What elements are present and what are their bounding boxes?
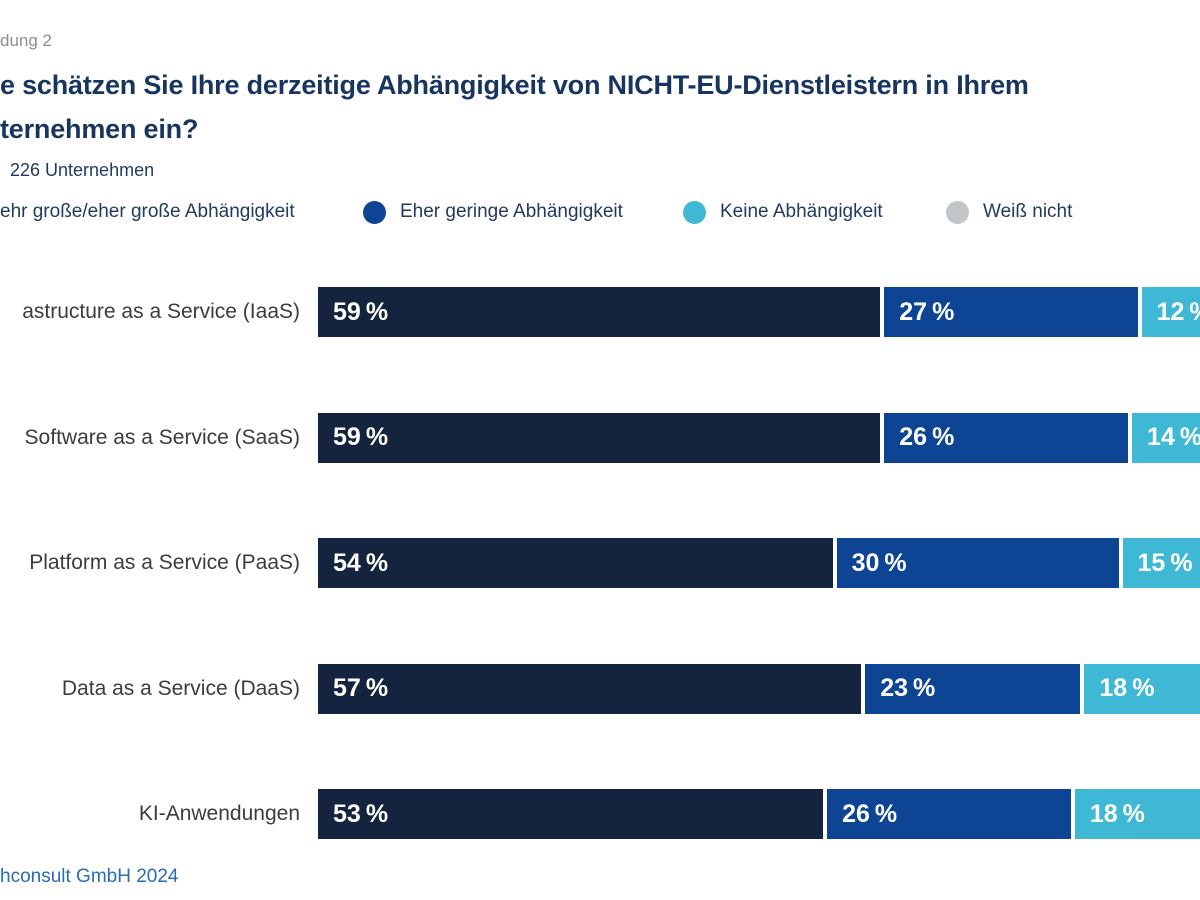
bar-segment: 23 % — [865, 663, 1081, 714]
bar-value-label: 18 % — [1089, 799, 1145, 828]
bar-value-label: 57 % — [333, 674, 389, 702]
chart-row: Data as a Service (DaaS) 57 % 23 % 18 % — [0, 663, 1200, 714]
bar-value-label: 23 % — [880, 674, 936, 702]
bar-segment: 27 % — [884, 287, 1138, 337]
source-credit: hconsult GmbH 2024 — [0, 866, 179, 887]
chart-title-line-1: e schätzen Sie Ihre derzeitige Abhängigk… — [0, 70, 1029, 100]
chart-row: astructure as a Service (IaaS) 59 % 27 % 12… — [0, 287, 1200, 337]
bar-segment: 12 % — [1141, 287, 1200, 337]
bar-segment: 57 % — [318, 663, 862, 714]
figure-label: dung 2 — [0, 31, 52, 50]
bar-segment: 26 % — [827, 789, 1071, 839]
row-label: Software as a Service (SaaS) — [24, 425, 300, 449]
chart-title-line-2: ternehmen ein? — [0, 114, 199, 144]
chart-row: Platform as a Service (PaaS) 54 % 30 % 15 % — [0, 538, 1200, 588]
legend-item: Eher geringe Abhängigkeit — [363, 198, 623, 226]
legend-label: ehr große/eher große Abhängigkeit — [0, 201, 295, 222]
legend-item: ehr große/eher große Abhängigkeit — [0, 198, 295, 226]
bar-segment: 30 % — [836, 538, 1119, 588]
row-label: astructure as a Service (IaaS) — [22, 300, 300, 323]
legend-item: Keine Abhängigkeit — [683, 198, 883, 226]
legend-dot-icon — [946, 200, 969, 224]
legend-label: Weiß nicht — [983, 201, 1073, 222]
legend-label: Eher geringe Abhängigkeit — [400, 201, 623, 222]
chart-row: KI-Anwendungen 53 % 26 % 18 % — [0, 789, 1200, 839]
row-label: Platform as a Service (PaaS) — [29, 551, 300, 574]
legend-label: Keine Abhängigkeit — [720, 201, 883, 222]
bar-segment: 26 % — [884, 412, 1129, 463]
legend-dot-icon — [683, 200, 706, 224]
bar-segment: 18 % — [1084, 663, 1200, 714]
bar-segment: 14 % — [1132, 412, 1200, 463]
bar-segment: 18 % — [1074, 789, 1200, 839]
bar-value-label: 27 % — [899, 297, 955, 326]
bar-value-label: 26 % — [899, 423, 955, 451]
legend-item: Weiß nicht — [946, 198, 1072, 226]
bar-value-label: 54 % — [333, 548, 389, 577]
bar-segment: 59 % — [318, 412, 881, 463]
bar-value-label: 14 % — [1147, 423, 1200, 451]
bar-value-label: 53 % — [333, 799, 389, 828]
bar-value-label: 26 % — [842, 799, 898, 828]
legend-dot-icon — [363, 200, 386, 224]
bar-value-label: 15 % — [1137, 548, 1193, 577]
bar-segment: 59 % — [318, 287, 881, 337]
bar-value-label: 59 % — [333, 423, 389, 451]
row-label: Data as a Service (DaaS) — [61, 676, 300, 700]
bar-value-label: 12 % — [1156, 297, 1200, 326]
chart-row: Software as a Service (SaaS) 59 % 26 % 14 % — [0, 412, 1200, 463]
sample-size-note: 226 Unternehmen — [10, 160, 155, 180]
bar-segment: 54 % — [318, 538, 833, 588]
bar-segment: 53 % — [318, 789, 824, 839]
bar-value-label: 18 % — [1099, 674, 1155, 702]
bar-value-label: 59 % — [333, 297, 389, 326]
row-label: KI-Anwendungen — [138, 802, 300, 825]
bar-value-label: 30 % — [851, 548, 907, 577]
bar-segment: 15 % — [1122, 538, 1200, 588]
